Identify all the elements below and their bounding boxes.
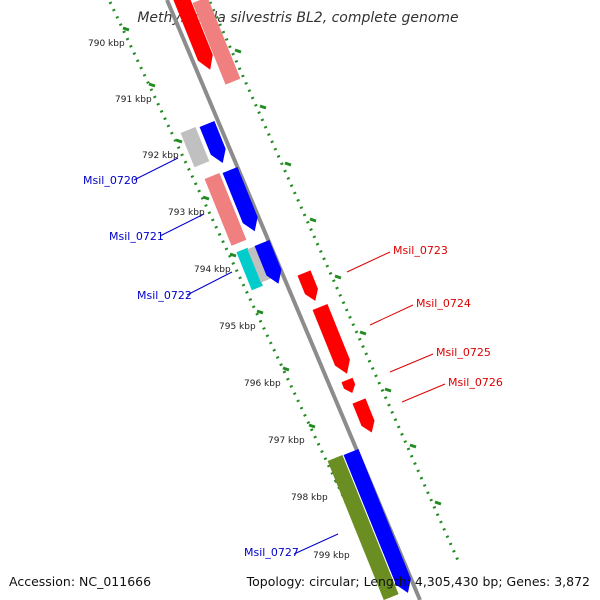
leader-line <box>293 533 339 555</box>
tick-label: 790 kbp <box>88 39 125 49</box>
gene-feature[interactable] <box>341 377 357 395</box>
leader-line <box>346 251 391 273</box>
leader-line <box>389 353 434 373</box>
gene-feature[interactable] <box>236 247 263 291</box>
tick-mark <box>282 366 290 372</box>
tick-label: 792 kbp <box>142 151 179 161</box>
tick-mark <box>309 217 317 223</box>
leader-line <box>401 383 446 403</box>
gene-feature[interactable] <box>180 127 210 168</box>
tick-mark <box>334 274 342 280</box>
gene-labels: Msil_0720 Msil_0721 Msil_0722 Msil_0723 … <box>83 174 503 559</box>
tick-mark <box>434 500 442 506</box>
gene-label-msil-0721[interactable]: Msil_0721 <box>109 230 164 243</box>
tick-mark <box>148 82 156 88</box>
gene-label-msil-0723[interactable]: Msil_0723 <box>393 244 448 257</box>
gene-feature[interactable] <box>204 173 247 246</box>
tick-mark <box>175 138 183 144</box>
label-leaders <box>133 157 446 555</box>
tick-mark <box>284 161 292 167</box>
tick-mark <box>359 330 367 336</box>
tick-mark <box>256 309 264 315</box>
tick-label: 795 kbp <box>219 322 256 332</box>
tick-mark <box>234 48 242 54</box>
tick-mark <box>308 423 316 429</box>
gene-feature[interactable] <box>297 270 322 303</box>
forward-strand-genes <box>170 0 416 600</box>
leader-line <box>186 271 233 296</box>
tick-label: 794 kbp <box>194 265 231 275</box>
gene-label-msil-0724[interactable]: Msil_0724 <box>416 297 471 310</box>
tick-mark <box>409 443 417 449</box>
gene-feature[interactable] <box>327 455 399 600</box>
tick-mark <box>384 387 392 393</box>
gene-feature[interactable] <box>352 398 379 435</box>
leader-line <box>369 304 414 326</box>
major-ticks <box>122 26 442 542</box>
gene-label-msil-0720[interactable]: Msil_0720 <box>83 174 138 187</box>
tick-label: 798 kbp <box>291 493 328 503</box>
tick-label: 799 kbp <box>313 551 350 561</box>
gene-feature[interactable] <box>170 0 218 73</box>
tick-mark <box>202 195 210 201</box>
map-title: Methylocella silvestris BL2, complete ge… <box>137 10 458 26</box>
tick-labels: 790 kbp 791 kbp 792 kbp 793 kbp 794 kbp … <box>88 39 350 561</box>
leader-line <box>133 157 179 181</box>
tick-label: 793 kbp <box>168 208 205 218</box>
gene-feature[interactable] <box>312 304 355 377</box>
tick-mark <box>229 252 237 258</box>
accession-text: Accession: NC_011666 <box>9 574 151 589</box>
reverse-strand-genes <box>297 270 379 435</box>
leader-line <box>159 213 205 237</box>
gene-feature[interactable] <box>192 0 241 85</box>
tick-label: 791 kbp <box>115 95 152 105</box>
tick-label: 797 kbp <box>268 436 305 446</box>
gene-feature[interactable] <box>222 167 263 234</box>
tick-mark <box>259 104 267 110</box>
genome-summary-text: Topology: circular; Length: 4,305,430 bp… <box>246 574 590 589</box>
gene-label-msil-0725[interactable]: Msil_0725 <box>436 346 491 359</box>
gene-feature[interactable] <box>254 240 286 287</box>
gene-feature[interactable] <box>343 449 416 596</box>
gene-feature[interactable] <box>199 121 231 166</box>
tick-label: 796 kbp <box>244 379 281 389</box>
tick-mark <box>122 26 130 32</box>
gene-label-msil-0726[interactable]: Msil_0726 <box>448 376 503 389</box>
gene-label-msil-0727[interactable]: Msil_0727 <box>244 546 299 559</box>
gene-label-msil-0722[interactable]: Msil_0722 <box>137 289 192 302</box>
inner-tick-track <box>208 1 462 566</box>
